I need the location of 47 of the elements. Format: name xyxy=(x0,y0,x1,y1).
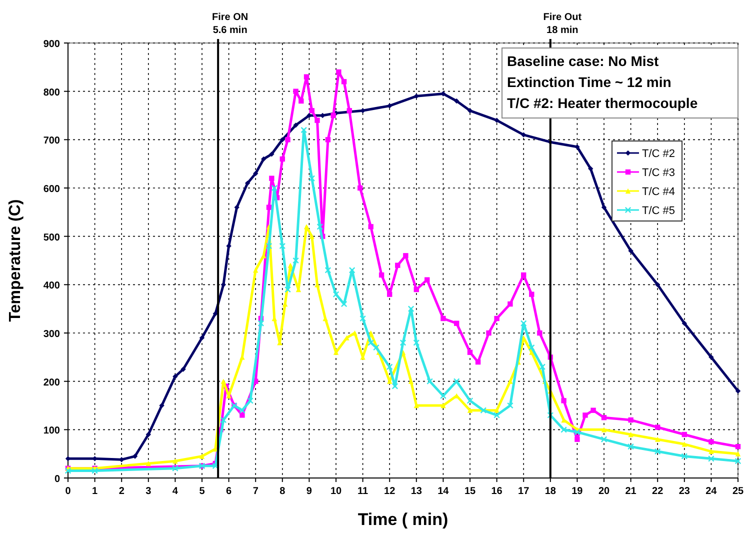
x-tick-label: 9 xyxy=(306,486,312,497)
annotation: Extinction Time ~ 12 min xyxy=(507,74,672,90)
y-tick-label: 500 xyxy=(43,232,60,244)
x-tick-label: 6 xyxy=(226,486,232,497)
x-tick-label: 2 xyxy=(118,486,125,497)
x-tick-label: 17 xyxy=(518,486,530,497)
x-tick-label: 20 xyxy=(598,486,610,497)
x-tick-label: 18 xyxy=(544,486,556,497)
ref-line-label: Fire Out 18 min xyxy=(543,12,582,36)
legend-label: T/C #3 xyxy=(642,167,676,179)
x-tick-label: 3 xyxy=(146,486,152,497)
x-tick-label: 1 xyxy=(92,486,98,497)
x-tick-label: 15 xyxy=(464,486,476,497)
y-tick-label: 400 xyxy=(43,280,60,292)
x-tick-label: 11 xyxy=(358,486,369,497)
legend-label: T/C #5 xyxy=(642,205,676,217)
x-axis-title: Time ( min) xyxy=(358,510,448,529)
y-tick-label: 900 xyxy=(43,39,60,50)
x-tick-label: 21 xyxy=(625,486,637,497)
x-tick-label: 19 xyxy=(572,486,584,497)
ref-line-label: Fire ON 5.6 min xyxy=(212,12,248,36)
y-tick-label: 0 xyxy=(54,474,60,485)
annotation: Baseline case: No Mist xyxy=(507,53,660,69)
x-tick-label: 14 xyxy=(438,486,450,497)
y-tick-label: 300 xyxy=(43,329,60,340)
annotation: T/C #2: Heater thermocouple xyxy=(507,95,698,111)
y-tick-label: 100 xyxy=(43,426,60,437)
y-tick-label: 200 xyxy=(43,377,60,388)
y-tick-label: 800 xyxy=(43,87,60,98)
x-tick-label: 16 xyxy=(491,486,503,497)
legend-label: T/C #4 xyxy=(642,186,676,198)
x-tick-label: 10 xyxy=(330,486,342,497)
x-tick-label: 13 xyxy=(410,486,422,497)
y-tick-label: 700 xyxy=(43,136,60,147)
legend-label: T/C #2 xyxy=(642,148,676,160)
x-tick-label: 4 xyxy=(172,486,178,497)
x-tick-label: 0 xyxy=(65,486,72,497)
x-tick-label: 24 xyxy=(706,486,718,497)
x-tick-label: 5 xyxy=(199,486,206,497)
x-tick-label: 23 xyxy=(678,486,690,497)
y-axis-title: Temperature (C) xyxy=(7,199,24,322)
y-tick-label: 600 xyxy=(43,184,60,195)
x-tick-label: 25 xyxy=(732,486,744,497)
x-tick-label: 7 xyxy=(252,486,259,497)
x-tick-label: 22 xyxy=(652,486,664,497)
x-tick-label: 12 xyxy=(384,486,396,497)
x-tick-label: 8 xyxy=(280,486,286,497)
